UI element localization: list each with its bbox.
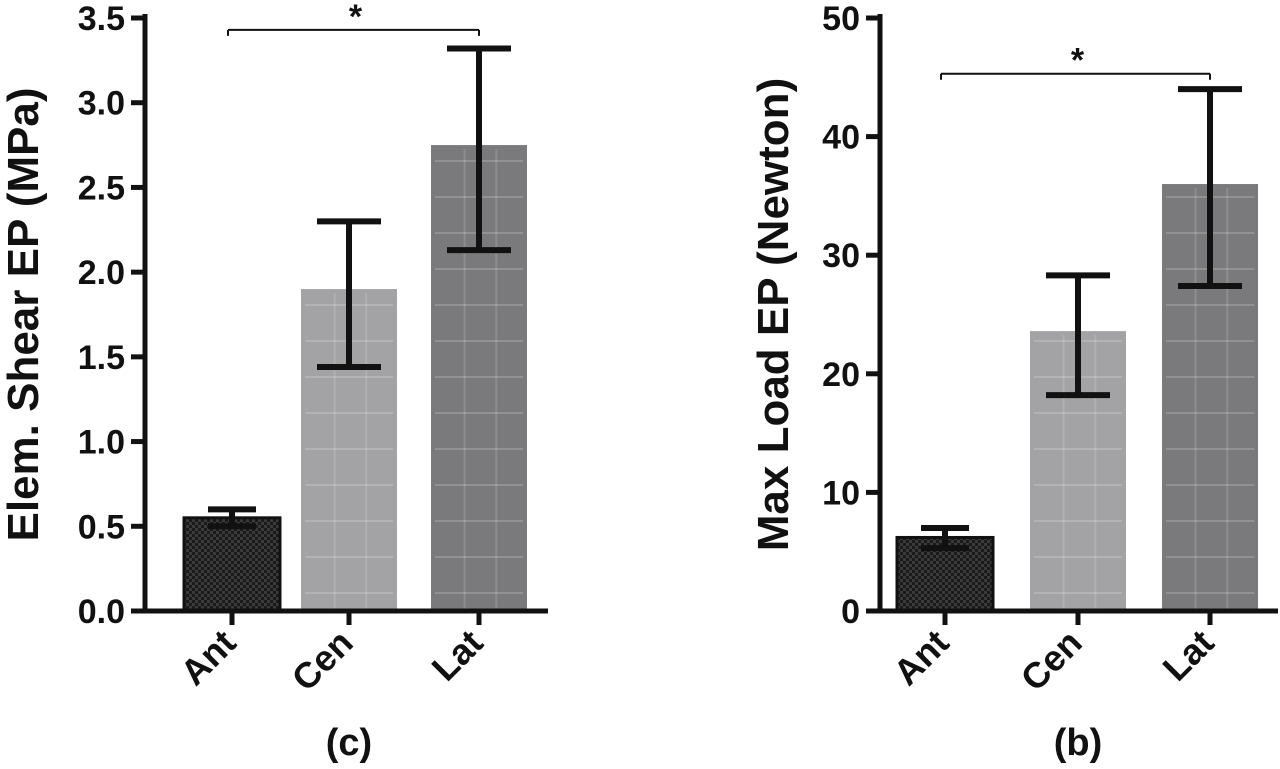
bar-texture-lat xyxy=(435,149,523,609)
y-tick-label: 30 xyxy=(822,237,860,275)
significance-star: * xyxy=(1071,42,1085,80)
y-axis-title: Elem. Shear EP (MPa) xyxy=(0,87,48,541)
x-tick-label-cen: Cen xyxy=(284,622,361,699)
chart-panel-b: 0 10 20 30 40 50 Ant Cen Lat Max Load EP (Newton)… xyxy=(749,0,1278,764)
bar-texture-cen xyxy=(305,293,393,609)
panel-label: (b) xyxy=(1054,722,1103,764)
y-tick-label: 20 xyxy=(822,356,860,394)
bar-texture-cen xyxy=(1034,335,1122,609)
y-tick-label: 40 xyxy=(822,119,860,157)
error-bar-ant xyxy=(921,524,969,552)
y-tick-label: 2.0 xyxy=(78,254,125,292)
y-tick-label: 0.5 xyxy=(78,508,125,546)
x-tick-label-lat: Lat xyxy=(1154,622,1221,689)
error-bar-cen xyxy=(317,218,381,371)
significance-bracket: * xyxy=(227,0,480,36)
error-bar-lat xyxy=(447,45,511,254)
x-tick-label-ant: Ant xyxy=(172,622,243,693)
error-bar-ant xyxy=(208,506,256,530)
y-tick-label: 50 xyxy=(822,0,860,38)
y-tick-label: 0.0 xyxy=(78,593,125,631)
error-bar-lat xyxy=(1178,86,1242,290)
error-bar-cen xyxy=(1046,272,1110,399)
y-tick-label: 10 xyxy=(822,474,860,512)
y-tick-label: 3.0 xyxy=(78,85,125,123)
x-tick-label-cen: Cen xyxy=(1013,622,1090,699)
y-tick-label: 1.5 xyxy=(78,339,125,377)
x-tick-label-lat: Lat xyxy=(423,622,490,689)
bar-ant xyxy=(182,516,282,613)
chart-panel-c: 0.0 0.5 1.0 1.5 2.0 2.5 3.0 3.5 Ant Cen Lat Elem. S… xyxy=(0,0,548,764)
y-tick-label: 1.0 xyxy=(78,424,125,462)
y-axis-title: Max Load EP (Newton) xyxy=(749,78,798,551)
significance-bracket: * xyxy=(940,42,1211,80)
x-tick-label-ant: Ant xyxy=(885,622,956,693)
y-tick-label: 3.5 xyxy=(78,0,125,38)
significance-star: * xyxy=(349,0,363,36)
y-tick-label: 2.5 xyxy=(78,169,125,207)
panel-label: (c) xyxy=(326,722,372,764)
y-tick-label: 0 xyxy=(841,593,860,631)
